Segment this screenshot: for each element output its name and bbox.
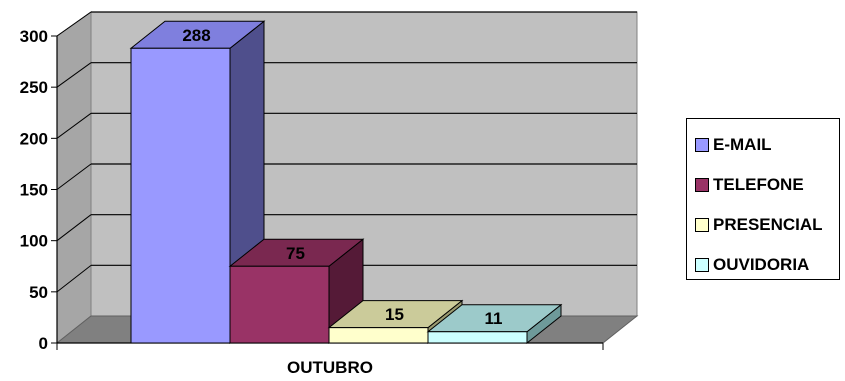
legend-item-email: E-MAIL [695, 135, 772, 155]
bar-ouvidoria [426, 303, 563, 345]
x-category-label: OUTUBRO [287, 358, 373, 377]
bar-telefone [228, 238, 365, 345]
gridline-side [56, 264, 92, 293]
y-tick-label: 250 [20, 78, 48, 97]
bar-presencial-front [328, 327, 429, 344]
bars [129, 20, 563, 345]
legend-label-telefone: TELEFONE [713, 175, 804, 194]
gridline-side [56, 112, 92, 139]
side-wall [56, 11, 92, 345]
y-tick-label: 300 [20, 27, 48, 46]
y-tick-label: 0 [39, 334, 48, 353]
legend-label-ouvidoria: OUVIDORIA [713, 255, 810, 274]
y-tick-label: 150 [20, 181, 48, 200]
gridline-side [56, 163, 92, 190]
bar-telefone-front [229, 265, 330, 344]
y-tick-label: 50 [29, 283, 48, 302]
legend-swatch-presencial [695, 218, 709, 232]
labels: 0 50 100 150 200 250 300 288 75 15 11 OUTUBRO [20, 26, 503, 377]
legend-swatch-ouvidoria [695, 258, 709, 272]
legend-item-presencial: PRESENCIAL [695, 215, 823, 235]
y-tick-label: 200 [20, 129, 48, 148]
gridline-side [56, 62, 92, 88]
legend-item-ouvidoria: OUVIDORIA [695, 255, 809, 275]
legend-label-presencial: PRESENCIAL [713, 215, 823, 234]
data-label: 75 [286, 244, 305, 263]
bar-e-mail-front [130, 47, 231, 344]
data-label: 15 [385, 305, 404, 324]
data-label: 11 [485, 309, 503, 328]
gridline-side [56, 214, 92, 242]
legend: E-MAIL TELEFONE PRESENCIAL OUVIDORIA [686, 118, 840, 280]
data-label: 288 [182, 26, 210, 45]
legend-label-email: E-MAIL [713, 135, 772, 154]
legend-swatch-telefone [695, 178, 709, 192]
gridline-side [56, 11, 92, 37]
legend-swatch-email [695, 138, 709, 152]
legend-item-telefone: TELEFONE [695, 175, 804, 195]
bar-ouvidoria-front [427, 331, 528, 344]
y-tick-label: 100 [20, 232, 48, 251]
